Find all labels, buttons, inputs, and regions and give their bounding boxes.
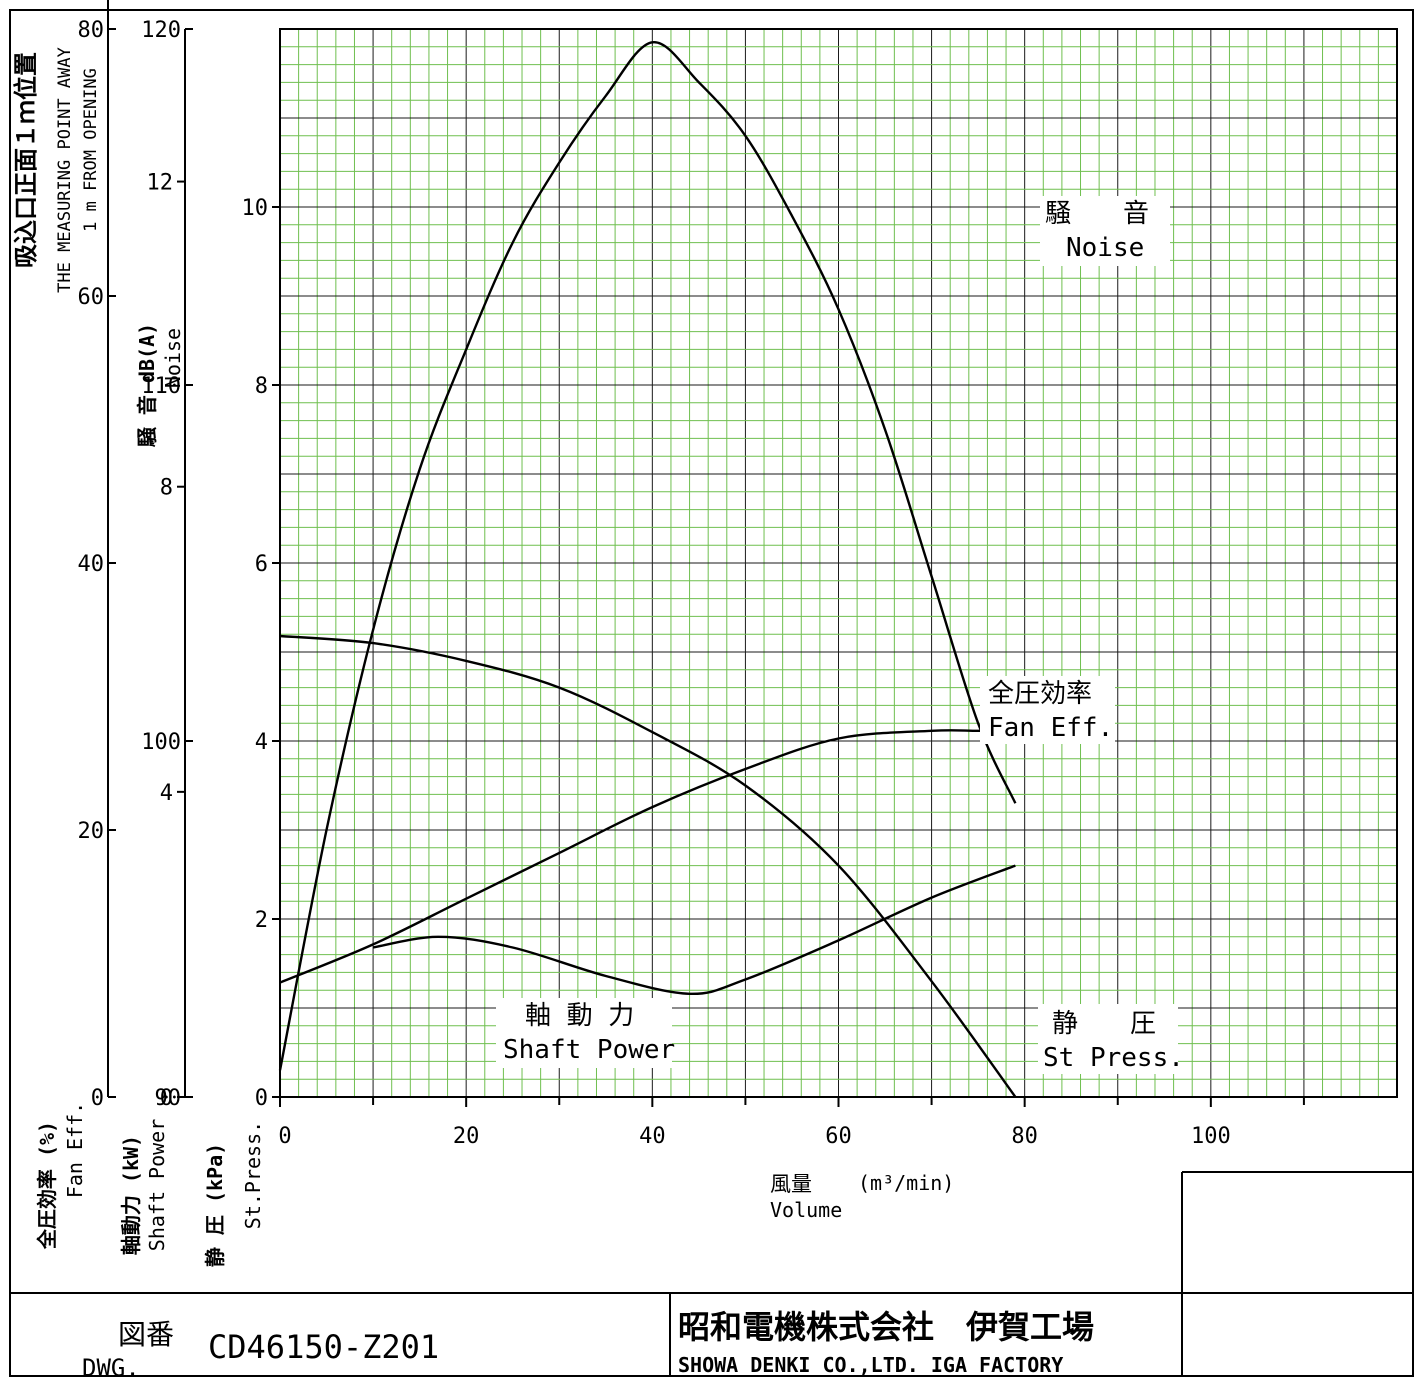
x-tick-label: 100: [1191, 1124, 1231, 1149]
x-tick-label: 0: [278, 1124, 291, 1149]
power-tick-label: 8: [160, 476, 173, 501]
dwg-label-jp: 図番: [118, 1318, 174, 1351]
noise-tick-label: 110: [141, 374, 181, 399]
x-tick-label: 60: [825, 1124, 852, 1149]
header-en2: 1 m FROM OPENING: [81, 68, 101, 232]
efficiency-curve: [278, 41, 1017, 1071]
power-tick-label: 12: [147, 171, 174, 196]
pressure-tick-label: 8: [255, 374, 268, 399]
axes: 0 20 40 60 80 1000246810901001101200481202040…: [78, 0, 1305, 1149]
x-tick-label: 80: [1011, 1124, 1038, 1149]
power-curve-label-jp: 軸 動 力: [525, 1001, 634, 1031]
press-curve-label-jp: 静 圧: [1052, 1009, 1156, 1039]
dwg-label-en: DWG.: [82, 1354, 140, 1380]
outer-frame: [9, 9, 1414, 1377]
power-curve-label-en: Shaft Power: [503, 1035, 675, 1065]
efficiency-tick-label: 20: [78, 819, 105, 844]
noise-curve: [372, 864, 1016, 996]
eff-axis-label-en: Fan Eff.: [63, 1102, 87, 1198]
x-tick-label: 20: [453, 1124, 480, 1149]
shaft-power-curve: [279, 729, 1016, 984]
efficiency-tick-label: 60: [78, 285, 105, 310]
pressure-tick-label: 4: [255, 730, 268, 755]
power-label-box: [496, 998, 672, 1068]
eff-label-box: [980, 676, 1115, 744]
x-axis-label-unit: (m³/min): [858, 1171, 954, 1195]
grid: [279, 28, 1398, 1098]
noise-tick-label: 100: [141, 730, 181, 755]
static-pressure-curve: [279, 634, 1017, 1098]
noise-axis-label-en: Noise: [161, 328, 185, 388]
noise-tick-label: 90: [155, 1086, 182, 1111]
noise-curve-label-jp: 騒 音: [1045, 199, 1149, 229]
noise-tick-label: 120: [141, 18, 181, 43]
press-axis-label-jp: 静 圧 (kPa): [203, 1143, 227, 1267]
x-tick-label: 40: [639, 1124, 666, 1149]
header-jp: 吸込口正面１ｍ位置: [12, 52, 40, 268]
efficiency-tick-label: 80: [78, 18, 105, 43]
noise-curve-label-en: Noise: [1066, 233, 1144, 263]
press-curve-label-en: St Press.: [1043, 1043, 1184, 1073]
efficiency-tick-label: 0: [91, 1086, 104, 1111]
eff-axis-label-jp: 全圧効率 (%): [35, 1121, 59, 1250]
company-name-en: SHOWA DENKI CO.,LTD. IGA FACTORY: [678, 1353, 1063, 1377]
pressure-tick-label: 2: [255, 908, 268, 933]
noise-axis-label-jp: 騒 音 dB(A): [135, 323, 159, 448]
eff-curve-label-jp: 全圧効率: [988, 679, 1092, 709]
pressure-tick-label: 6: [255, 552, 268, 577]
press-label-box: [1038, 1004, 1178, 1074]
press-axis-label-en: St.Press.: [241, 1121, 265, 1229]
noise-label-box: [1040, 196, 1170, 266]
power-tick-label: 4: [160, 781, 173, 806]
power-axis-label-en: Shaft Power: [145, 1119, 169, 1251]
power-axis-label-jp: 軸動力 (kW): [119, 1135, 143, 1255]
x-axis-label-en: Volume: [770, 1198, 842, 1222]
header-en1: THE MEASURING POINT AWAY: [55, 47, 75, 293]
eff-curve-label-en: Fan Eff.: [988, 713, 1113, 743]
company-name-jp: 昭和電機株式会社 伊賀工場: [678, 1308, 1094, 1346]
pressure-tick-label: 0: [255, 1086, 268, 1111]
pressure-tick-label: 10: [242, 196, 269, 221]
power-tick-label: 0: [160, 1086, 173, 1111]
curves: [278, 41, 1017, 1098]
x-axis-label-jp: 風量: [770, 1172, 812, 1196]
efficiency-tick-label: 40: [78, 552, 105, 577]
dwg-number: CD46150-Z201: [208, 1328, 439, 1366]
